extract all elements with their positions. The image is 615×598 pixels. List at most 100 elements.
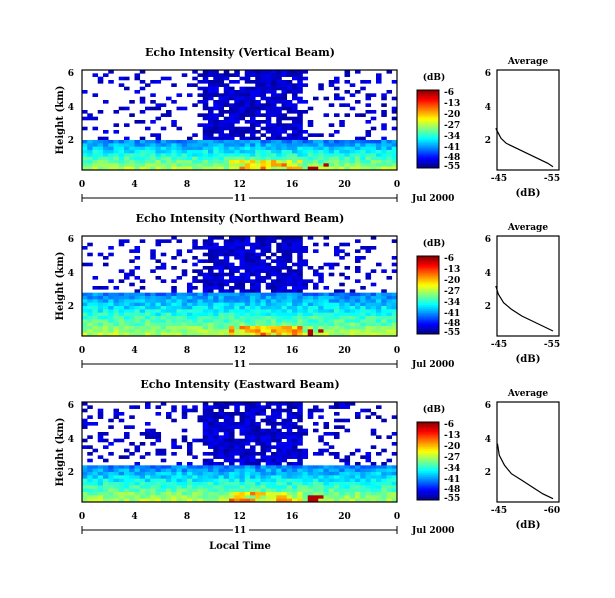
colorbar-tick: -6 xyxy=(444,420,454,430)
heatmap-cell xyxy=(129,299,135,303)
heatmap-cell xyxy=(344,266,351,270)
heatmap-cell xyxy=(229,279,235,283)
heatmap-cell xyxy=(276,86,282,91)
heatmap-cell xyxy=(176,249,183,253)
heatmap-cell xyxy=(103,146,109,151)
heatmap-cell xyxy=(339,402,345,406)
colorbar-segment xyxy=(417,427,439,431)
heatmap-cell xyxy=(271,103,277,107)
heatmap-cell xyxy=(376,160,382,164)
heatmap-cell xyxy=(82,166,88,171)
heatmap-cell xyxy=(92,286,99,290)
heatmap-cell xyxy=(286,475,293,479)
heatmap-cell xyxy=(155,276,162,280)
heatmap-cell xyxy=(292,133,298,137)
heatmap-cell xyxy=(376,156,382,161)
heatmap-cell xyxy=(360,455,366,459)
heatmap-cell xyxy=(108,468,114,473)
heatmap-cell xyxy=(192,242,198,247)
heatmap-cell xyxy=(103,262,109,267)
heatmap-cell xyxy=(187,408,193,413)
heatmap-cell xyxy=(323,316,330,320)
heatmap-cell xyxy=(318,160,324,164)
heatmap-cell xyxy=(92,329,99,333)
heatmap-cell xyxy=(192,482,198,486)
heatmap-cell xyxy=(145,312,151,317)
heatmap-cell xyxy=(328,103,335,107)
heatmap-cell xyxy=(376,435,382,439)
heatmap-cell xyxy=(339,166,345,171)
heatmap-cell xyxy=(260,83,267,87)
heatmap-cell xyxy=(208,90,214,94)
heatmap-cell xyxy=(381,465,387,469)
heatmap-cell xyxy=(181,492,188,496)
heatmap-cell xyxy=(286,83,293,87)
heatmap-cell xyxy=(260,478,267,483)
heatmap-cell xyxy=(344,468,351,473)
heatmap-cell xyxy=(208,488,214,493)
heatmap-cell xyxy=(218,478,225,483)
heatmap-cell xyxy=(202,160,209,164)
y-tick-label: 4 xyxy=(68,269,74,279)
heatmap-cell xyxy=(271,425,277,429)
heatmap-cell xyxy=(208,432,214,436)
heatmap-cell xyxy=(323,498,330,503)
heatmap-cell xyxy=(292,455,298,459)
heatmap-cell xyxy=(349,309,356,313)
heatmap-cell xyxy=(176,329,183,333)
heatmap-cell xyxy=(213,276,219,280)
heatmap-cell xyxy=(166,306,172,310)
heatmap-cell xyxy=(239,106,246,111)
heatmap-cell xyxy=(255,322,261,327)
heatmap-cell xyxy=(297,272,303,277)
heatmap-cell xyxy=(139,498,146,503)
heatmap-cell xyxy=(334,322,340,327)
heatmap-cell xyxy=(260,472,267,476)
heatmap-cell xyxy=(92,163,99,167)
heatmap-cell xyxy=(134,405,141,409)
heatmap-cell xyxy=(276,468,282,473)
heatmap-cell xyxy=(229,239,235,243)
heatmap-cell xyxy=(381,478,387,483)
heatmap-cell xyxy=(365,452,372,456)
heatmap-cell xyxy=(386,458,393,463)
heatmap-cell xyxy=(286,269,293,273)
heatmap-cell xyxy=(108,70,114,74)
heatmap-cell xyxy=(292,150,298,154)
colorbar-segment xyxy=(417,474,439,477)
heatmap-cell xyxy=(223,289,230,293)
heatmap-cell xyxy=(103,445,109,449)
heatmap-cell xyxy=(250,269,256,273)
heatmap-cell xyxy=(271,96,277,101)
heatmap-cell xyxy=(276,163,282,167)
heatmap-cell xyxy=(355,322,361,327)
colorbar-segment xyxy=(417,470,439,473)
heatmap-cell xyxy=(307,150,314,154)
y-tick-label: 6 xyxy=(68,235,74,245)
heatmap-cell xyxy=(202,76,209,81)
heatmap-cell xyxy=(103,156,109,161)
heatmap-cell xyxy=(229,272,235,277)
heatmap-cell xyxy=(286,498,293,503)
heatmap-cell xyxy=(365,153,372,157)
heatmap-cell xyxy=(202,289,209,293)
heatmap-cell xyxy=(376,475,382,479)
heatmap-cell xyxy=(87,146,93,151)
heatmap-cell xyxy=(265,455,272,459)
heatmap-cell xyxy=(213,316,219,320)
heatmap-cell xyxy=(239,259,246,263)
heatmap-cell xyxy=(370,478,377,483)
heatmap-cell xyxy=(307,412,314,416)
heatmap-cell xyxy=(197,156,204,161)
heatmap-cell xyxy=(265,146,272,151)
heatmap-cell xyxy=(192,296,198,300)
heatmap-cell xyxy=(97,488,104,493)
heatmap-cell xyxy=(97,316,104,320)
heatmap-cell xyxy=(323,472,330,476)
heatmap-cell xyxy=(87,326,93,330)
heatmap-cell xyxy=(250,329,256,333)
profile-title: Average xyxy=(507,389,548,399)
heatmap-cell xyxy=(223,163,230,167)
heatmap-cell xyxy=(187,442,193,446)
heatmap-cell xyxy=(129,316,135,320)
